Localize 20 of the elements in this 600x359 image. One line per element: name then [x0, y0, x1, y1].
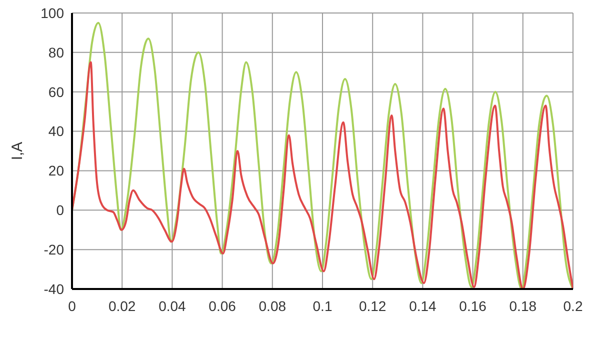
y-axis-title: I,A — [9, 142, 26, 160]
x-tick-label: 0.02 — [108, 298, 136, 314]
y-tick-label: 0 — [56, 202, 64, 218]
y-tick-label: -40 — [44, 280, 64, 297]
y-tick-label: 100 — [40, 4, 64, 21]
x-tick-label: 0 — [68, 298, 76, 314]
x-tick-label: 0.1 — [312, 298, 332, 314]
x-tick-label: 0.18 — [509, 298, 537, 314]
y-tick-label: 60 — [48, 84, 64, 100]
x-tick-label: 0.04 — [158, 298, 186, 314]
x-tick-label: 0.12 — [358, 298, 386, 314]
x-tick-label: 0.08 — [258, 298, 286, 314]
y-tick-label: -20 — [44, 241, 64, 258]
y-tick-label: 40 — [48, 123, 64, 140]
x-tick-label: 0.16 — [459, 298, 487, 314]
x-tick-label: 0.2 — [563, 298, 583, 314]
x-tick-label: 0.06 — [208, 298, 236, 314]
y-tick-label: 20 — [48, 162, 64, 179]
x-tick-label: 0.14 — [409, 298, 437, 314]
y-tick-label: 80 — [48, 44, 64, 60]
